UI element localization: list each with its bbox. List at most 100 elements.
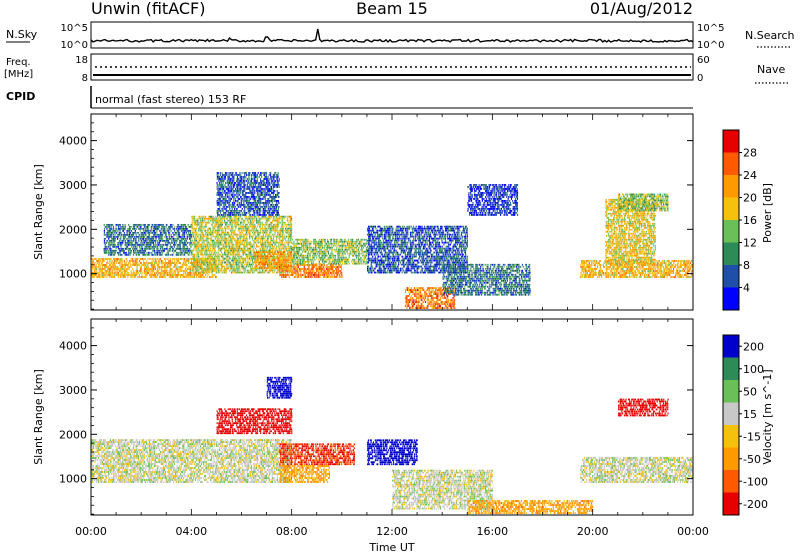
heatmap-cell [171,247,173,250]
heatmap-cell [251,208,253,210]
heatmap-cell [261,194,264,196]
heatmap-cell [233,257,235,260]
heatmap-cell [218,204,220,206]
heatmap-cell [150,274,152,276]
heatmap-cell [229,186,231,188]
heatmap-cell [203,267,205,270]
heatmap-cell [249,235,251,238]
heatmap-cell [225,190,227,192]
heatmap-cell [216,194,218,196]
heatmap-cell [200,239,202,242]
heatmap-cell [199,276,201,278]
heatmap-cell [128,229,130,232]
heatmap-cell [150,276,152,278]
heatmap-cell [106,262,108,264]
heatmap-cell [220,237,222,240]
heatmap-cell [264,241,266,244]
heatmap-cell [263,245,265,248]
heatmap-cell [249,212,251,214]
heatmap-cell [192,227,194,230]
heatmap-cell [282,245,284,248]
heatmap-cell [101,260,104,262]
heatmap-cell [282,257,284,260]
heatmap-cell [142,241,145,244]
heatmap-cell [133,251,136,254]
heatmap-cell [265,241,267,244]
heatmap-cell [117,235,119,238]
heatmap-cell [109,253,111,256]
heatmap-cell [211,219,213,222]
heatmap-cell [251,225,253,228]
heatmap-cell [254,231,256,234]
heatmap-cell [246,257,248,260]
heatmap-cell [268,241,270,244]
heatmap-cell [228,214,230,216]
heatmap-cell [175,258,177,260]
heatmap-cell [239,192,242,194]
heatmap-cell [270,221,272,224]
heatmap-cell [246,269,249,272]
heatmap-cell [138,249,141,252]
heatmap-cell [192,255,194,258]
heatmap-cell [288,223,290,226]
heatmap-cell [261,237,264,240]
heatmap-cell [286,223,288,226]
heatmap-cell [245,253,248,256]
heatmap-cell [164,233,167,236]
heatmap-cell [177,260,179,262]
heatmap-cell [235,200,237,202]
heatmap-cell [259,227,262,230]
heatmap-cell [200,270,202,272]
heatmap-cell [140,245,142,248]
heatmap-cell [236,204,238,206]
heatmap-cell [95,262,97,264]
heatmap-cell [138,223,140,226]
heatmap-cell [262,229,264,232]
heatmap-cell [145,270,147,272]
heatmap-cell [187,241,189,244]
heatmap-cell [290,263,293,266]
heatmap-cell [250,196,253,198]
heatmap-cell [186,241,188,244]
heatmap-cell [258,196,260,198]
heatmap-cell [217,237,219,240]
heatmap-cell [194,239,196,242]
heatmap-cell [187,268,189,270]
heatmap-cell [162,239,164,242]
heatmap-cell [261,237,263,240]
heatmap-cell [230,223,232,226]
heatmap-cell [219,194,222,196]
heatmap-cell [148,274,151,276]
heatmap-cell [252,229,254,232]
heatmap-cell [233,192,235,194]
heatmap-cell [288,271,290,274]
heatmap-cell [260,231,262,234]
heatmap-cell [236,241,238,244]
heatmap-cell [254,235,257,238]
heatmap-cell [183,253,185,256]
heatmap-cell [149,245,151,248]
heatmap-cell [148,253,150,256]
heatmap-cell [268,225,270,228]
heatmap-cell [100,272,102,274]
heatmap-cell [109,260,111,262]
heatmap-cell [205,231,207,234]
heatmap-cell [168,260,171,262]
heatmap-cell [269,247,271,250]
heatmap-cell [265,200,267,202]
heatmap-cell [220,225,222,228]
heatmap-cell [192,215,194,218]
heatmap-cell [199,249,202,252]
heatmap-cell [241,198,243,200]
heatmap-cell [237,178,239,180]
heatmap-cell [227,231,229,234]
heatmap-cell [250,247,252,250]
heatmap-cell [168,276,170,278]
heatmap-cell [203,260,205,262]
heatmap-cell [141,247,143,250]
heatmap-cell [176,262,178,264]
heatmap-cell [227,200,229,202]
heatmap-cell [238,206,240,208]
heatmap-cell [209,219,211,222]
heatmap-cell [258,214,260,216]
